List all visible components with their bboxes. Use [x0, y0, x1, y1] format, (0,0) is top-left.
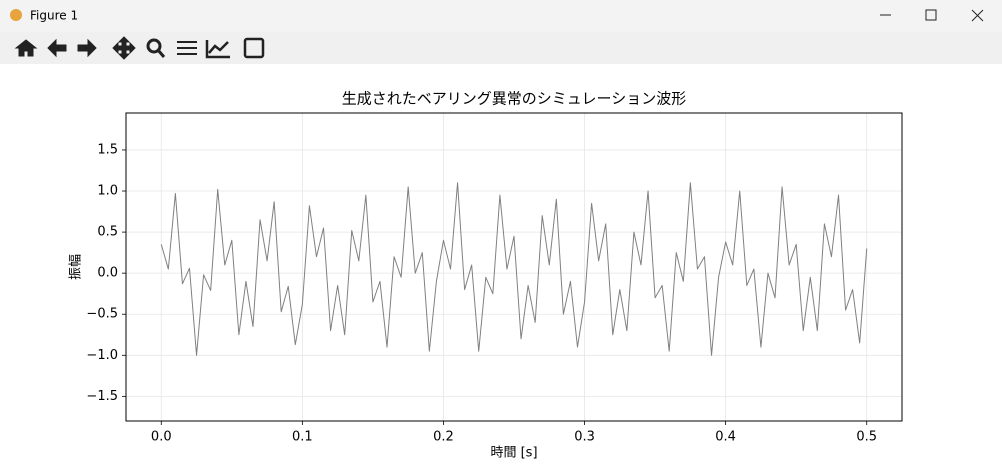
- configure-button[interactable]: [177, 41, 197, 55]
- axes-frame: [125, 112, 903, 422]
- maximize-button[interactable]: [925, 9, 937, 21]
- home-button[interactable]: [14, 39, 38, 57]
- x-tick-label: 0.3: [574, 430, 595, 445]
- app-icon: [10, 9, 22, 21]
- x-tick-label: 0.4: [715, 430, 736, 445]
- y-axis-label: 振幅: [69, 254, 84, 280]
- back-button[interactable]: [47, 38, 67, 58]
- y-tick-label: 1.5: [97, 142, 118, 157]
- x-tick-label: 0.5: [856, 430, 877, 445]
- forward-button[interactable]: [77, 38, 97, 58]
- chart-title: 生成されたベアリング異常のシミュレーション波形: [342, 90, 686, 108]
- y-tick-label: −0.5: [86, 307, 118, 322]
- y-tick-label: 1.0: [97, 184, 118, 199]
- edit-axis-button[interactable]: [205, 40, 230, 59]
- y-tick-label: 0.0: [97, 266, 118, 281]
- x-tick-label: 0.2: [433, 430, 454, 445]
- x-tick-label: 0.0: [151, 430, 172, 445]
- plot: 生成されたベアリング異常のシミュレーション波形 時間 [s] 振幅 −1.5 −1…: [69, 90, 903, 461]
- y-tick-label: −1.5: [86, 389, 118, 404]
- close-button[interactable]: [971, 9, 984, 22]
- zoom-button[interactable]: [146, 38, 162, 54]
- x-axis-label: 時間 [s]: [490, 446, 537, 461]
- x-tick-label: 0.1: [292, 430, 313, 445]
- title-bar: [0, 0, 1002, 32]
- save-button[interactable]: [243, 37, 265, 59]
- signal-line: [160, 182, 868, 356]
- toolbar: [0, 32, 1002, 64]
- y-tick-label: 0.5: [97, 225, 118, 240]
- zoom-handle: [156, 49, 166, 58]
- y-tick-label: −1.0: [86, 348, 118, 363]
- window-title: Figure 1: [30, 9, 78, 23]
- pan-button[interactable]: [112, 36, 136, 60]
